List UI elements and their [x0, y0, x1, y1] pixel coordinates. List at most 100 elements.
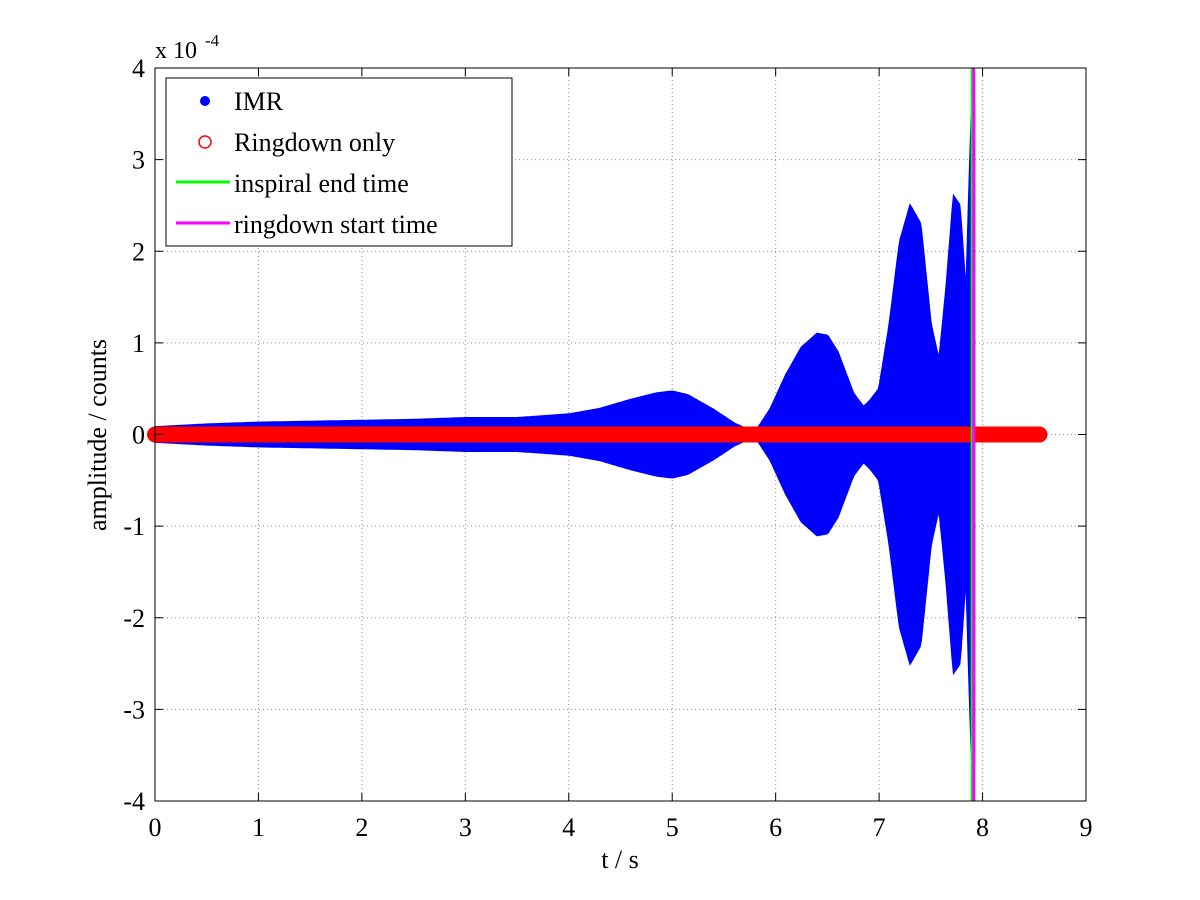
ringdown-point [798, 426, 815, 443]
ringdown-point [1011, 426, 1027, 443]
ringdown-point [617, 426, 634, 443]
ringdown-point [597, 426, 613, 443]
ringdown-point [250, 426, 267, 443]
ringdown-point [700, 426, 717, 443]
x-tick-label: 4 [562, 813, 575, 842]
y-tick-label: -3 [123, 695, 145, 724]
y-tick-label: -4 [123, 787, 145, 816]
ringdown-point [928, 426, 944, 443]
ringdown-point [1021, 426, 1037, 443]
ringdown-point [721, 426, 737, 443]
ringdown-point [773, 426, 789, 443]
ringdown-point [529, 426, 546, 443]
ringdown-point [995, 426, 1011, 443]
ringdown-point [778, 426, 794, 443]
ringdown-point [607, 426, 624, 443]
ringdown-point [198, 426, 215, 443]
ringdown-point [519, 426, 536, 443]
ringdown-point [245, 426, 262, 443]
ringdown-point [162, 426, 179, 443]
y-tick-label: 1 [132, 329, 145, 358]
y-tick-label: -1 [123, 512, 145, 541]
ringdown-point [193, 426, 210, 443]
ringdown-point [219, 426, 236, 443]
ringdown-point [467, 426, 484, 443]
ringdown-point [364, 426, 380, 443]
legend-marker-ringdown [198, 135, 212, 149]
ringdown-point [173, 426, 189, 443]
ringdown-point [917, 426, 934, 443]
ringdown-point [923, 426, 939, 443]
ringdown-point [395, 426, 412, 443]
ringdown-point [1031, 426, 1048, 443]
legend-box [165, 77, 513, 247]
ringdown-point [498, 426, 515, 443]
ringdown-point [783, 426, 799, 443]
ringdown-point [829, 426, 846, 443]
ringdown-point [302, 426, 318, 443]
ringdown-point [943, 426, 960, 443]
y-tick-label: -2 [123, 604, 145, 633]
ringdown-point [742, 426, 758, 443]
ringdown-point [612, 426, 629, 443]
ringdown-point [390, 426, 406, 443]
ringdown-point [747, 426, 763, 443]
ringdown-point [462, 426, 479, 443]
ringdown-point [767, 426, 784, 443]
x-tick-label: 8 [976, 813, 989, 842]
ringdown-point [907, 426, 924, 443]
ringdown-point [204, 426, 220, 443]
ringdown-point [1016, 426, 1032, 443]
ringdown-point [757, 426, 774, 443]
ringdown-point [969, 426, 986, 443]
y-tick-label: 0 [132, 421, 145, 450]
ringdown-point [333, 426, 349, 443]
ringdown-point [405, 426, 422, 443]
ringdown-point [478, 426, 494, 443]
y-exponent-base: x 10 [155, 38, 197, 64]
ringdown-point [307, 426, 324, 443]
y-tick-label: 3 [132, 146, 145, 175]
ringdown-point [447, 426, 463, 443]
ringdown-point [752, 426, 768, 443]
ringdown-point [504, 426, 520, 443]
ringdown-point [555, 426, 572, 443]
ringdown-point [866, 426, 882, 443]
ringdown-point [281, 426, 298, 443]
ringdown-point [679, 426, 696, 443]
ringdown-point [948, 426, 965, 443]
ringdown-point [659, 426, 675, 443]
ringdown-point [685, 426, 701, 443]
ringdown-point [762, 426, 779, 443]
ringdown-point [483, 426, 499, 443]
ringdown-point [561, 426, 577, 443]
ringdown-point [881, 426, 898, 443]
ringdown-point [716, 426, 732, 443]
ringdown-point [576, 426, 593, 443]
ringdown-point [892, 426, 908, 443]
x-tick-label: 3 [459, 813, 472, 842]
y-axis-label: amplitude / counts [83, 339, 112, 531]
ringdown-point [286, 426, 303, 443]
ringdown-point [421, 426, 437, 443]
ringdown-point [876, 426, 893, 443]
ringdown-point [524, 426, 541, 443]
ringdown-point [416, 426, 432, 443]
y-tick-label: 4 [132, 54, 145, 83]
axis-ticks: 0 1 2 3 4 5 6 7 8 9 -4 -3 -2 -1 0 1 2 3 4 [123, 54, 1092, 842]
ringdown-point [240, 426, 256, 443]
ringdown-point [183, 426, 199, 443]
ringdown-point [550, 426, 567, 443]
ringdown-point [1000, 426, 1017, 443]
ringdown-point [1026, 426, 1043, 443]
ringdown-point [711, 426, 727, 443]
ringdown-point [871, 426, 887, 443]
legend-label-imr: IMR [234, 87, 284, 116]
ringdown-point [954, 426, 970, 443]
ringdown-point [338, 426, 355, 443]
ringdown-point [224, 426, 241, 443]
ringdown-point [354, 426, 370, 443]
ringdown-point [540, 426, 556, 443]
x-axis-label: t / s [601, 845, 639, 874]
